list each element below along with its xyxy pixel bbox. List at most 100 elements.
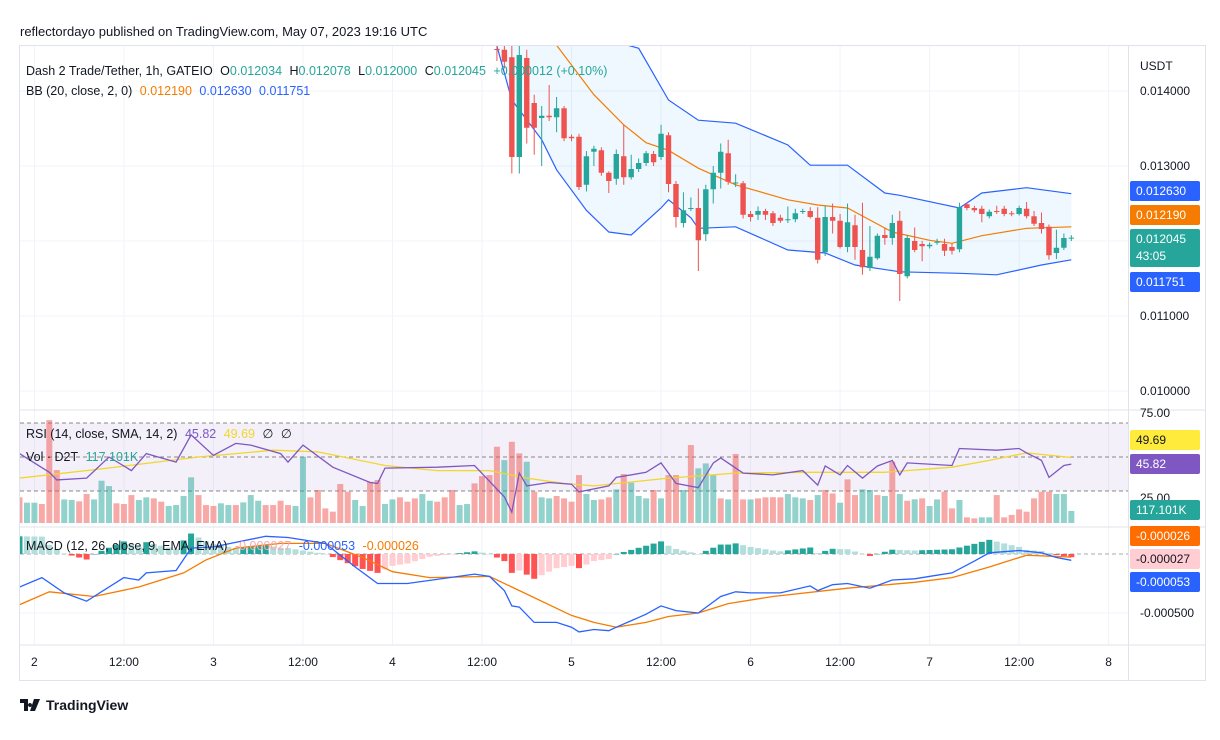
macd-histogram-bar	[173, 549, 180, 554]
volume-bar	[352, 500, 359, 523]
rsi-sma-value: 49.69	[223, 427, 255, 441]
bb-legend[interactable]: BB (20, close, 2, 0) 0.012190 0.012630 0…	[26, 84, 314, 98]
volume-bar	[337, 484, 344, 523]
candle	[956, 202, 963, 253]
candle-body	[613, 154, 619, 179]
volume-bar	[911, 499, 918, 523]
volume-bar	[516, 453, 523, 523]
volume-bar	[307, 497, 314, 523]
macd-histogram-bar	[702, 550, 709, 554]
bb-label: BB (20, close, 2, 0)	[26, 84, 133, 98]
macd-histogram-bar	[255, 546, 262, 554]
time-tick: 6	[747, 655, 754, 669]
volume-bar	[747, 499, 754, 523]
volume-bar	[822, 490, 829, 523]
pane-borders	[19, 45, 1206, 681]
macd-histogram-bar	[314, 552, 321, 554]
candle	[732, 174, 739, 187]
volume-bar	[859, 489, 866, 523]
macd-histogram-bar	[881, 551, 888, 554]
tradingview-logo[interactable]: TradingView	[20, 697, 128, 713]
volume-bar	[1060, 494, 1067, 523]
bb-upper-badge: 0.012630	[1130, 181, 1200, 201]
volume-bar	[934, 499, 941, 523]
macd-histogram-bar	[635, 547, 642, 554]
candle-body	[524, 58, 530, 128]
symbol-legend[interactable]: Dash 2 Trade/Tether, 1h, GATEIO O0.01203…	[26, 64, 611, 78]
volume-bar	[919, 498, 926, 523]
candle	[822, 205, 828, 256]
macd-histogram-bar	[352, 554, 359, 567]
time-tick: 7	[926, 655, 933, 669]
macd-histogram-bar	[829, 548, 836, 554]
volume-bar	[501, 460, 508, 523]
candle	[755, 206, 761, 220]
volume-bar	[1008, 514, 1015, 523]
macd-histogram-bar	[217, 545, 224, 554]
candle-body	[807, 211, 813, 217]
macd-histogram-bar	[896, 549, 903, 554]
candle	[837, 214, 843, 249]
publisher-attribution: reflectordayo published on TradingView.c…	[20, 24, 428, 39]
candle-body	[844, 222, 851, 247]
candle-body	[911, 241, 918, 250]
macd-histogram-bar	[546, 554, 553, 572]
candle-body	[792, 213, 799, 220]
volume-bar	[650, 490, 657, 523]
macd-histogram-bar	[270, 546, 277, 554]
candle	[1068, 235, 1075, 241]
candle	[941, 238, 948, 256]
macd-histogram-bar	[61, 553, 68, 555]
candle	[882, 228, 888, 245]
macd-histogram-bar	[180, 540, 187, 554]
price-tick: 0.014000	[1140, 84, 1191, 98]
candle	[583, 151, 590, 192]
volume-bar	[299, 456, 306, 523]
macd-histogram-bar	[814, 553, 821, 554]
candle	[524, 49, 530, 144]
candle-body	[859, 250, 866, 268]
candle-body	[606, 172, 612, 181]
candle	[591, 145, 597, 166]
macd-legend[interactable]: MACD (12, 26, close, 9, EMA, EMA) -0.000…	[26, 539, 423, 553]
volume-legend[interactable]: Vol · D2T 117.101K	[26, 450, 142, 464]
candle	[859, 202, 866, 275]
volume-bar	[314, 490, 321, 523]
volume-bar	[755, 498, 762, 523]
candle	[785, 206, 791, 223]
candle-body	[643, 153, 649, 163]
candle-body	[710, 172, 716, 190]
macd-histogram-bar	[493, 554, 500, 558]
macd-histogram-bar	[889, 549, 896, 554]
low-value: 0.012000	[365, 64, 418, 78]
volume-bar	[434, 501, 441, 523]
macd-histogram-bar	[1053, 554, 1060, 556]
macd-histogram-bar	[583, 554, 590, 565]
candle	[546, 85, 552, 121]
candle	[1016, 205, 1022, 216]
macd-histogram-bar	[769, 550, 776, 554]
volume-bar	[486, 475, 493, 523]
candle-body	[867, 256, 873, 268]
candle-body	[755, 211, 761, 215]
volume-bar	[993, 495, 1000, 523]
time-tick: 12:00	[108, 655, 139, 669]
candle-body	[576, 136, 582, 187]
macd-histogram-bar	[359, 554, 366, 569]
candle	[815, 207, 821, 264]
volume-bar	[188, 477, 195, 523]
volume-bar	[120, 504, 127, 523]
volume-bar	[896, 494, 903, 523]
volume-bar	[546, 498, 553, 523]
candle	[643, 151, 649, 166]
rsi-legend[interactable]: RSI (14, close, SMA, 14, 2) 45.82 49.69 …	[26, 426, 296, 441]
volume-bar	[411, 498, 418, 523]
candle-body	[635, 163, 642, 169]
macd-histogram-bar	[23, 536, 30, 554]
candle	[844, 203, 851, 253]
macd-histogram-bar	[1008, 545, 1015, 554]
volume-value: 117.101K	[85, 450, 139, 464]
macd-histogram-bar	[1023, 550, 1030, 554]
time-tick: 12:00	[466, 655, 498, 669]
